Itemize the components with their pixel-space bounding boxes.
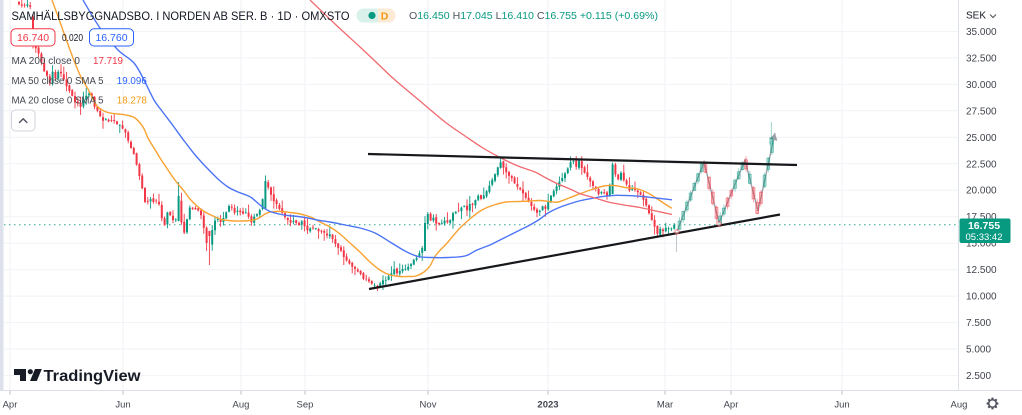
svg-text:10.000: 10.000: [966, 292, 997, 303]
svg-text:2023: 2023: [537, 400, 558, 411]
svg-text:Jun: Jun: [834, 400, 849, 411]
svg-text:SAMHÄLLSBYGGNADSBO. I NORDEN A: SAMHÄLLSBYGGNADSBO. I NORDEN AB SER. B ·…: [12, 11, 350, 23]
svg-text:22.500: 22.500: [966, 159, 997, 170]
svg-text:2.500: 2.500: [966, 371, 991, 382]
svg-text:Sep: Sep: [297, 400, 314, 411]
svg-text:19.096: 19.096: [117, 76, 147, 87]
svg-text:27.500: 27.500: [966, 106, 997, 117]
svg-text:32.500: 32.500: [966, 53, 997, 64]
svg-text:MA 20 close 0 SMA 5: MA 20 close 0 SMA 5: [12, 96, 104, 107]
svg-text:12.500: 12.500: [966, 265, 997, 276]
svg-text:16.760: 16.760: [95, 32, 127, 44]
svg-text:Aug: Aug: [233, 400, 250, 411]
svg-text:25.000: 25.000: [966, 133, 997, 144]
svg-text:Apr: Apr: [724, 400, 739, 411]
svg-text:16.740: 16.740: [17, 32, 49, 44]
svg-text:17.719: 17.719: [93, 56, 123, 67]
svg-text:D: D: [381, 11, 389, 23]
svg-text:Jun: Jun: [115, 400, 130, 411]
svg-text:SEK: SEK: [966, 11, 986, 22]
svg-text:0.020: 0.020: [62, 33, 83, 44]
svg-text:17.500: 17.500: [966, 212, 997, 223]
svg-text:5.000: 5.000: [966, 345, 991, 356]
svg-text:18.278: 18.278: [117, 96, 147, 107]
svg-text:MA 50 close 0 SMA 5: MA 50 close 0 SMA 5: [12, 76, 104, 87]
svg-text:15.000: 15.000: [966, 239, 997, 250]
svg-text:Apr: Apr: [3, 400, 18, 411]
svg-text:20.000: 20.000: [966, 186, 997, 197]
svg-text:30.000: 30.000: [966, 80, 997, 91]
svg-text:Aug: Aug: [951, 400, 968, 411]
svg-text:O16.450 H17.045 L16.410 C16.75: O16.450 H17.045 L16.410 C16.755 +0.115 (…: [409, 11, 658, 22]
svg-text:TradingView: TradingView: [44, 368, 142, 385]
svg-text:16.755: 16.755: [968, 220, 1000, 232]
svg-text:35.000: 35.000: [966, 27, 997, 38]
svg-text:05:33:42: 05:33:42: [966, 232, 1003, 243]
svg-text:MA 200 close 0: MA 200 close 0: [12, 56, 81, 67]
svg-text:Nov: Nov: [420, 400, 437, 411]
svg-text:Mar: Mar: [657, 400, 673, 411]
svg-text:7.500: 7.500: [966, 318, 991, 329]
